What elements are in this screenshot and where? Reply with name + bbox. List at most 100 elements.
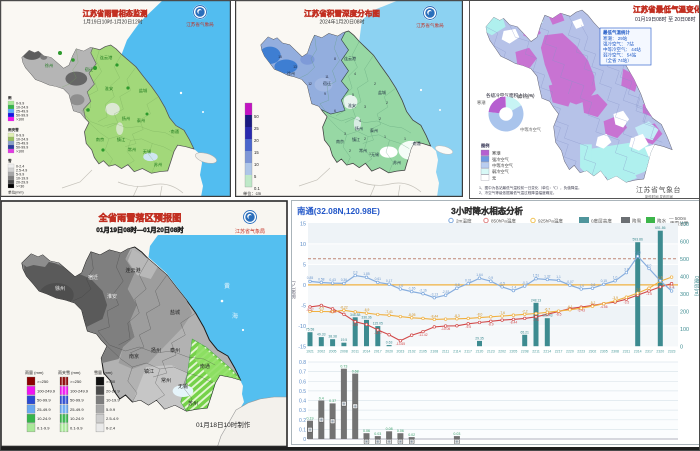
svg-text:-5.88: -5.88 — [329, 310, 337, 314]
svg-text:雨夹雪 (mm): 雨夹雪 (mm) — [58, 369, 81, 375]
svg-text:2.5-4.9: 2.5-4.9 — [16, 169, 27, 173]
svg-text:25-49.9: 25-49.9 — [37, 407, 51, 412]
svg-text:0.3: 0.3 — [299, 408, 306, 414]
svg-text:-9.0: -9.0 — [352, 323, 358, 327]
svg-text:2020: 2020 — [385, 350, 393, 354]
svg-text:25-49.9: 25-49.9 — [70, 407, 84, 412]
svg-text:-1.0: -1.0 — [578, 284, 584, 288]
svg-text:9: 9 — [324, 92, 326, 96]
svg-text:1.32: 1.32 — [544, 274, 551, 278]
svg-text:中等冷空气: 中等冷空气 — [520, 126, 542, 133]
svg-text:0: 0 — [680, 345, 683, 351]
svg-text:0.9: 0.9 — [489, 276, 494, 280]
svg-text:2005: 2005 — [329, 350, 337, 354]
svg-text:-3.5: -3.5 — [624, 300, 630, 304]
svg-text:泰州: 泰州 — [370, 127, 378, 133]
svg-text:连云港: 连云港 — [344, 55, 356, 61]
svg-text:0.1: 0.1 — [254, 186, 260, 191]
svg-text:5: 5 — [303, 263, 306, 269]
svg-text:-10.05: -10.05 — [441, 327, 451, 331]
svg-text:248.13: 248.13 — [531, 298, 541, 302]
svg-text:1、图中为各站最低气温较前一日变化（单位：℃），负值降温。: 1、图中为各站最低气温较前一日变化（单位：℃），负值降温。 — [479, 185, 582, 190]
svg-text:2m温度: 2m温度 — [456, 218, 472, 225]
svg-text:徐州: 徐州 — [287, 70, 295, 76]
svg-text:扬州: 扬州 — [151, 347, 161, 354]
svg-text:-0.07: -0.07 — [566, 280, 574, 284]
svg-text:3: 3 — [364, 105, 366, 109]
svg-text:0.03: 0.03 — [374, 432, 381, 436]
svg-text:65.21: 65.21 — [520, 330, 529, 334]
svg-text:— 500m: — 500m — [669, 216, 687, 221]
svg-text:2111: 2111 — [442, 350, 449, 354]
svg-text:100-249.9: 100-249.9 — [37, 388, 56, 393]
svg-text:温度(℃): 温度(℃) — [291, 281, 297, 300]
svg-text:镇江: 镇江 — [352, 136, 360, 142]
svg-text:336.36: 336.36 — [361, 315, 371, 319]
svg-text:·南通: ·南通 — [411, 140, 420, 146]
svg-text:-6.5: -6.5 — [318, 307, 324, 311]
svg-text:0.31: 0.31 — [465, 278, 472, 282]
svg-text:苏州: 苏州 — [393, 159, 401, 165]
svg-text:2002: 2002 — [317, 350, 325, 354]
svg-text:0.1-9.9: 0.1-9.9 — [37, 426, 50, 431]
svg-text:2114: 2114 — [453, 350, 461, 354]
svg-text:0.02: 0.02 — [408, 433, 415, 437]
svg-text:160.43: 160.43 — [542, 314, 552, 318]
svg-text:100: 100 — [680, 327, 689, 333]
svg-text:50-99.9: 50-99.9 — [16, 114, 28, 118]
svg-text:镇江: 镇江 — [117, 136, 125, 143]
svg-text:1: 1 — [369, 152, 371, 156]
svg-text:江苏省气象局: 江苏省气象局 — [416, 22, 444, 29]
svg-text:0.2: 0.2 — [299, 418, 306, 424]
svg-text:1.85: 1.85 — [363, 272, 370, 276]
svg-text:3.0: 3.0 — [624, 267, 629, 271]
svg-text:-8.0: -8.0 — [477, 313, 483, 317]
svg-text:0.03: 0.03 — [453, 432, 460, 436]
svg-text:-8.05: -8.05 — [408, 313, 416, 317]
svg-text:徐州: 徐州 — [55, 285, 65, 292]
svg-text:49.33: 49.33 — [317, 333, 326, 337]
svg-text:-0.3: -0.3 — [522, 281, 528, 285]
svg-text:19.5: 19.5 — [341, 338, 348, 342]
svg-text:8: 8 — [334, 57, 336, 61]
svg-text:常州: 常州 — [359, 147, 367, 153]
svg-text:江苏省气象局: 江苏省气象局 — [186, 21, 214, 28]
svg-text:2305: 2305 — [600, 350, 608, 354]
svg-text:651.86: 651.86 — [655, 226, 665, 230]
svg-text:-8.3: -8.3 — [454, 314, 460, 318]
svg-text:4: 4 — [354, 72, 356, 76]
svg-text:无: 无 — [492, 175, 496, 181]
svg-text:2211: 2211 — [532, 350, 540, 354]
svg-text:2214: 2214 — [543, 350, 551, 354]
svg-text:无锡: 无锡 — [371, 151, 379, 157]
svg-text:2: 2 — [379, 117, 381, 121]
svg-text:01月19日08时 至 20日08时: 01月19日08时 至 20日08时 — [635, 16, 696, 23]
svg-text:2205: 2205 — [510, 350, 518, 354]
svg-text:2317: 2317 — [645, 350, 653, 354]
svg-text:弱冷空气: 弱冷空气 — [517, 93, 535, 100]
svg-text:2102: 2102 — [408, 350, 416, 354]
svg-text:宿迁: 宿迁 — [323, 80, 331, 86]
svg-text:1.1: 1.1 — [556, 275, 561, 279]
svg-text:0.4: 0.4 — [319, 396, 324, 400]
svg-text:淮安: 淮安 — [348, 102, 356, 108]
svg-text:泰州: 泰州 — [170, 347, 180, 354]
svg-text:2: 2 — [374, 82, 376, 86]
svg-text:-1.5: -1.5 — [669, 286, 675, 290]
svg-text:0.08: 0.08 — [386, 427, 393, 431]
svg-text:图例: 图例 — [481, 142, 489, 149]
svg-text:-9.5: -9.5 — [465, 325, 471, 329]
svg-text:镇江: 镇江 — [144, 368, 154, 375]
svg-text:5-9.9: 5-9.9 — [16, 173, 24, 177]
svg-text:0.3: 0.3 — [669, 285, 674, 289]
svg-text:-8.44: -8.44 — [431, 314, 439, 318]
svg-text:200: 200 — [680, 310, 689, 316]
svg-text:降水: 降水 — [657, 218, 667, 225]
svg-text:海: 海 — [232, 312, 238, 320]
svg-text:-1.0: -1.0 — [398, 284, 404, 288]
svg-text:全省雨雪落区预报图: 全省雨雪落区预报图 — [98, 212, 182, 223]
svg-text:江苏省雨雪相态监测: 江苏省雨雪相态监测 — [83, 9, 148, 18]
svg-text:-3.9: -3.9 — [612, 296, 618, 300]
svg-text:-1.4: -1.4 — [511, 285, 517, 289]
svg-text:01月19日08时—01月20日08时: 01月19日08时—01月20日08时 — [96, 225, 184, 234]
